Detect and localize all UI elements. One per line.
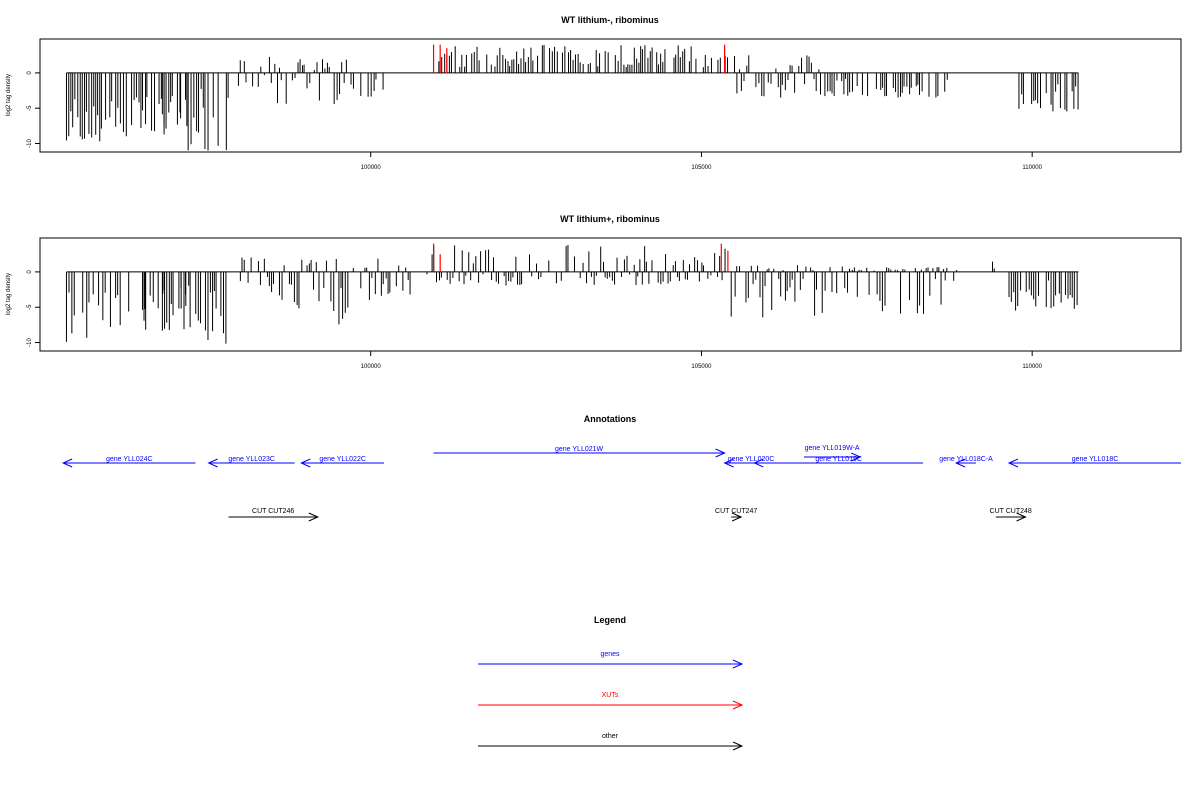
density-panel-lithium-plus: WT lithium+, ribominus log2 tag density … xyxy=(6,214,1182,370)
cut-label: CUT CUT246 xyxy=(252,508,294,515)
plot-frame xyxy=(39,38,1182,153)
density-panel-lithium-minus: WT lithium-, ribominus log2 tag density … xyxy=(6,15,1182,171)
gene-arrow-head xyxy=(300,458,311,468)
x-tick-label: 100000 xyxy=(361,364,382,370)
gene-label: gene YLL023C xyxy=(228,456,275,463)
gene-label: gene YLL019C xyxy=(815,456,862,463)
annotations-title: Annotations xyxy=(584,414,637,424)
x-axis: 100000 105000 110000 xyxy=(361,351,1043,370)
y-tick-label: 0 xyxy=(27,270,33,274)
gene-arrow-head xyxy=(715,448,726,458)
x-axis: 100000 105000 110000 xyxy=(361,152,1043,171)
x-tick-label: 110000 xyxy=(1022,165,1042,171)
y-tick-label: -5 xyxy=(27,105,33,111)
gene-arrow-head xyxy=(753,458,764,468)
legend-arrow-head xyxy=(732,659,744,669)
y-axis: 0 -5 -10 xyxy=(27,270,40,347)
x-tick-label: 105000 xyxy=(691,364,712,370)
x-tick-label: 100000 xyxy=(361,165,382,171)
y-tick-label: 0 xyxy=(27,71,33,75)
cut-arrows: CUT CUT246 CUT CUT247 CUT CUT248 xyxy=(228,508,1032,522)
y-axis: 0 -5 -10 xyxy=(27,71,40,148)
gene-arrow-head xyxy=(850,452,862,462)
legend-label: XUTs xyxy=(602,692,619,699)
y-tick-label: -10 xyxy=(27,338,33,347)
legend-label: genes xyxy=(600,651,620,658)
y-tick-label: -5 xyxy=(27,304,33,310)
cut-arrow-head xyxy=(1016,512,1027,522)
cut-label: CUT CUT247 xyxy=(715,508,757,515)
gene-label: gene YLL024C xyxy=(106,456,153,463)
panel-title: WT lithium+, ribominus xyxy=(560,214,660,224)
x-tick-label: 105000 xyxy=(691,165,712,171)
legend-items: genes XUTs other xyxy=(478,651,744,751)
legend: Legend genes XUTs other xyxy=(478,615,744,751)
density-bars xyxy=(65,243,1079,344)
legend-arrow-head xyxy=(732,741,744,751)
y-tick-label: -10 xyxy=(27,139,33,148)
y-axis-label: log2 tag density xyxy=(6,74,12,116)
legend-label: other xyxy=(602,733,619,740)
gene-label: gene YLL019W-A xyxy=(805,445,860,452)
gene-arrow-head xyxy=(207,458,218,468)
gene-arrow-head xyxy=(723,458,734,468)
x-tick-label: 110000 xyxy=(1022,364,1042,370)
gene-label: gene YLL021W xyxy=(555,446,604,453)
gene-label: gene YLL018C xyxy=(1072,456,1119,463)
density-bars xyxy=(65,44,1079,151)
plot-frame xyxy=(39,237,1182,352)
gene-arrow-head xyxy=(61,458,73,468)
cut-arrow-head xyxy=(731,512,743,522)
gene-label: gene YLL020C xyxy=(728,456,775,463)
gene-arrow-head xyxy=(1007,458,1019,468)
legend-title: Legend xyxy=(594,615,626,625)
y-axis-label: log2 tag density xyxy=(6,273,12,315)
gene-arrows: gene YLL024C gene YLL023C gene YLL022C gene… xyxy=(61,445,1181,468)
legend-arrow-head xyxy=(732,700,744,710)
cut-arrow-head xyxy=(308,512,320,522)
gene-arrow-head xyxy=(954,458,966,468)
cut-label: CUT CUT248 xyxy=(990,508,1032,515)
annotations-track: Annotations gene YLL024C gene YLL023C gene… xyxy=(61,414,1181,522)
gene-label: gene YLL022C xyxy=(319,456,366,463)
gene-label: gene YLL018C-A xyxy=(939,456,993,463)
panel-title: WT lithium-, ribominus xyxy=(561,15,659,25)
